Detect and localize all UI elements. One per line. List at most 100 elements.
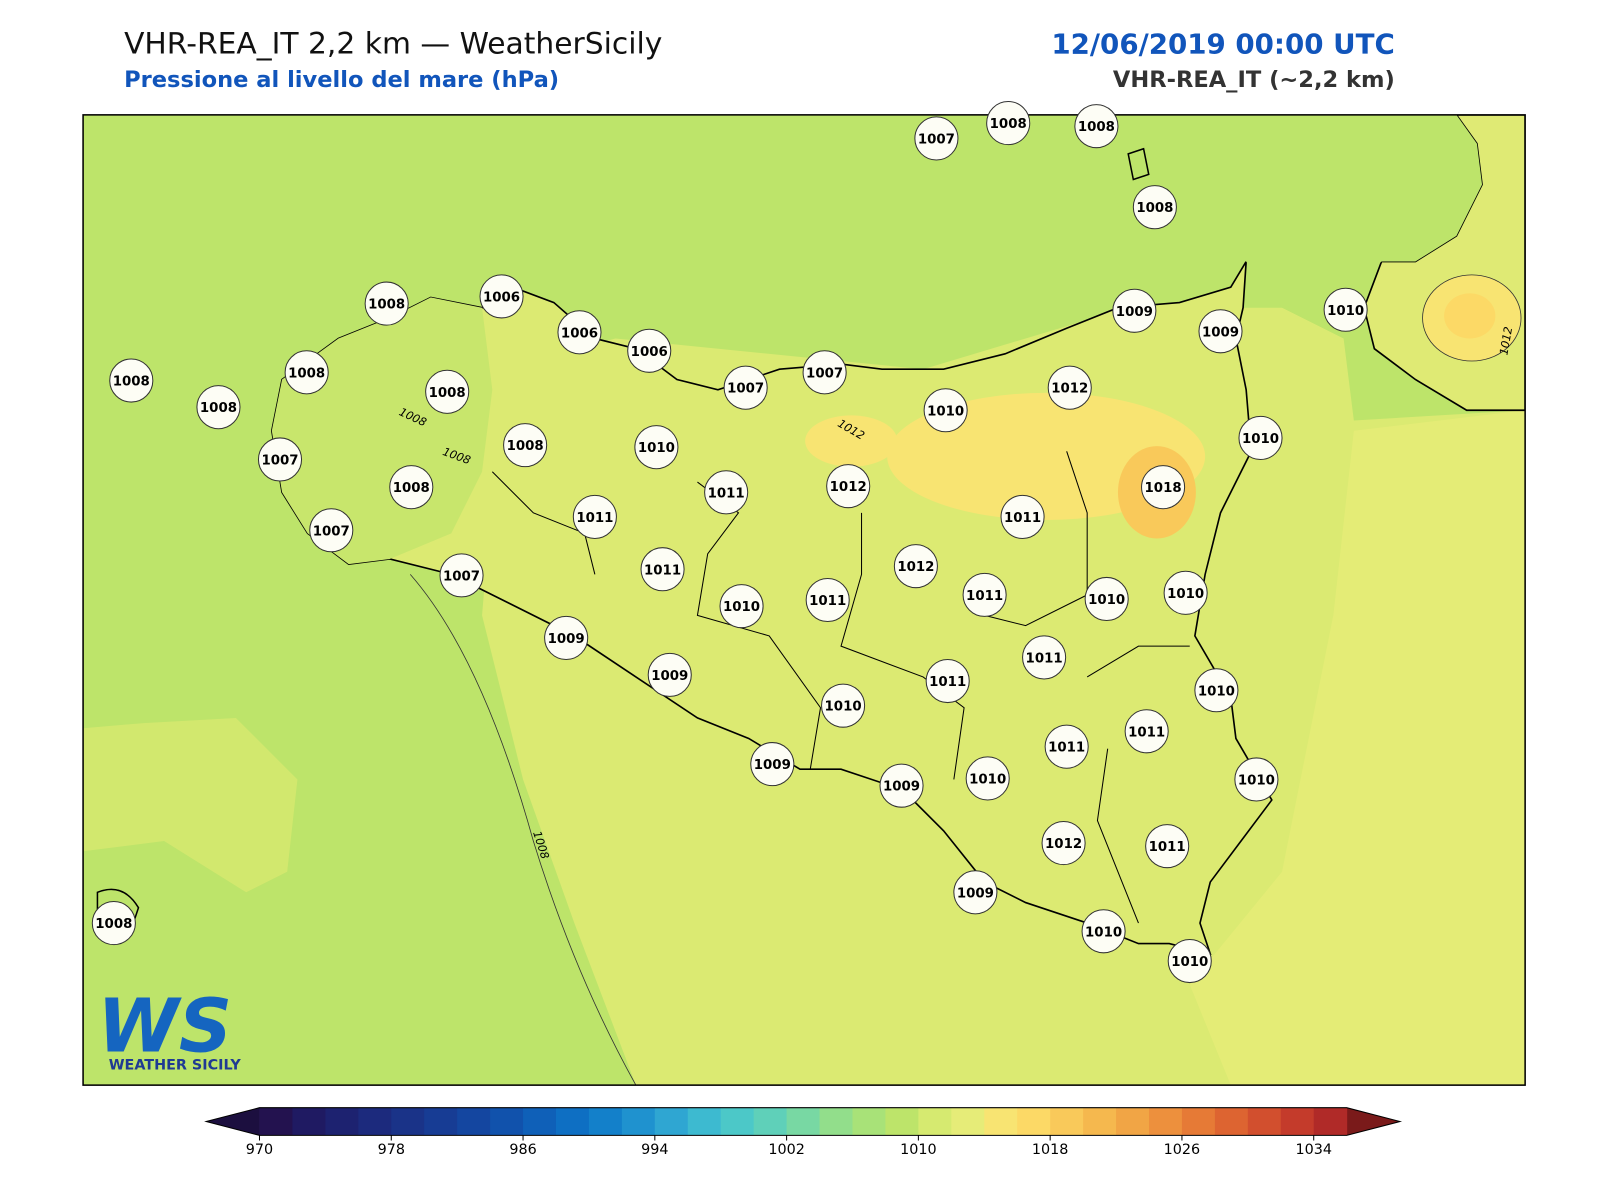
station-value: 1012 <box>1045 837 1082 852</box>
station-marker <box>1163 570 1208 615</box>
station-marker <box>802 350 847 395</box>
station-value: 1006 <box>631 345 668 360</box>
map <box>82 114 1526 1086</box>
colorbar-tick-label: 1034 <box>1295 1142 1332 1158</box>
colorbar-segment <box>490 1107 524 1136</box>
colorbar-tick-label: 1026 <box>1164 1142 1201 1158</box>
station-marker <box>986 101 1031 146</box>
colorbar-segment <box>292 1107 326 1136</box>
station-value: 1008 <box>507 439 544 454</box>
station: 1009 <box>1112 288 1157 333</box>
colorbar-segment <box>1050 1107 1084 1136</box>
station-marker <box>557 310 602 355</box>
station: 1011 <box>572 494 617 539</box>
colorbar-segment <box>358 1107 392 1136</box>
island <box>1127 147 1150 181</box>
station-marker <box>893 544 938 589</box>
colorbar-segment <box>918 1107 952 1136</box>
logo-mark: WS <box>97 983 232 1069</box>
overlay: 1008 1008 1012 1008 1012 1007 1008 1008 1008 1008… <box>91 101 1515 984</box>
station: 1011 <box>1124 709 1169 754</box>
station-marker <box>1112 288 1157 333</box>
station-value: 1008 <box>1078 120 1115 135</box>
station-marker <box>1194 668 1239 713</box>
station-marker <box>1132 185 1177 230</box>
station: 1006 <box>479 274 524 319</box>
pressure-zone <box>805 415 898 467</box>
colorbar-segment <box>1017 1107 1051 1136</box>
contour-label: 1012 <box>1497 326 1515 356</box>
station: 1011 <box>805 577 850 623</box>
sea-zone <box>1189 410 1526 1086</box>
station-value: 1008 <box>113 375 150 390</box>
station-value: 1010 <box>969 772 1006 787</box>
colorbar-segment <box>588 1107 623 1136</box>
station-value: 1008 <box>990 117 1027 132</box>
station-marker <box>1167 938 1212 984</box>
station-marker <box>965 756 1010 801</box>
station-value: 1010 <box>638 441 675 456</box>
station-marker <box>1000 494 1045 539</box>
station-value: 1011 <box>1048 741 1085 756</box>
colorbar-segment <box>1214 1107 1249 1136</box>
station-value: 1011 <box>576 511 613 526</box>
station-marker <box>1145 824 1190 869</box>
station: 1007 <box>914 116 959 161</box>
station-value: 1009 <box>651 669 688 684</box>
station-value: 1011 <box>1149 840 1186 855</box>
station-marker <box>723 365 768 410</box>
colorbar-over <box>1346 1107 1400 1136</box>
logo: WS WEATHER SICILY <box>97 983 241 1073</box>
colorbar-tick-label: 1002 <box>768 1142 805 1158</box>
station: 1006 <box>627 328 672 373</box>
station-marker <box>923 388 968 433</box>
station: 1010 <box>1163 570 1208 615</box>
station-marker <box>425 369 470 414</box>
station-value: 1009 <box>957 886 994 901</box>
station-value: 1008 <box>1136 201 1173 216</box>
colorbar-segment <box>424 1107 458 1136</box>
colorbar-segment <box>1116 1107 1150 1136</box>
station-value: 1009 <box>883 780 920 795</box>
station: 1011 <box>704 470 749 515</box>
station: 1011 <box>1044 724 1089 769</box>
station-marker <box>826 464 871 509</box>
station-value: 1011 <box>708 486 745 501</box>
station: 1008 <box>986 101 1031 146</box>
station: 1008 <box>425 369 470 414</box>
station: 1011 <box>1145 824 1190 869</box>
colorbar-segment <box>819 1107 854 1136</box>
station: 1008 <box>1074 104 1119 149</box>
station: 1008 <box>91 901 136 946</box>
province-border <box>696 481 822 770</box>
sea-zone <box>83 717 298 893</box>
station-marker <box>1081 909 1126 954</box>
station-marker <box>962 572 1007 617</box>
colorbar-under <box>206 1107 260 1136</box>
station-marker <box>750 742 795 787</box>
station: 1009 <box>953 870 998 915</box>
station: 1007 <box>309 508 354 553</box>
colorbar-segment <box>1083 1107 1117 1136</box>
station-value: 1007 <box>918 132 955 147</box>
station-marker <box>1234 757 1279 802</box>
colorbar-segment <box>720 1107 755 1136</box>
station-value: 1008 <box>393 481 430 496</box>
station-value: 1008 <box>95 917 132 932</box>
station: 1008 <box>284 350 329 395</box>
station-value: 1010 <box>927 404 964 419</box>
station: 1009 <box>879 763 924 808</box>
station: 1010 <box>1084 576 1129 622</box>
colorbar-tick-label: 970 <box>246 1142 273 1158</box>
colorbar: 970 978 986 994 1002 1010 1018 1026 1034 <box>204 1107 1403 1158</box>
station-marker <box>364 281 409 326</box>
station-value: 1008 <box>288 366 325 381</box>
province-border <box>1086 645 1190 924</box>
station-marker <box>925 658 970 704</box>
colorbar-segment <box>1313 1107 1348 1136</box>
station-marker <box>821 683 866 728</box>
station: 1007 <box>802 350 847 395</box>
station-marker <box>640 547 685 592</box>
station-value: 1007 <box>443 569 480 584</box>
